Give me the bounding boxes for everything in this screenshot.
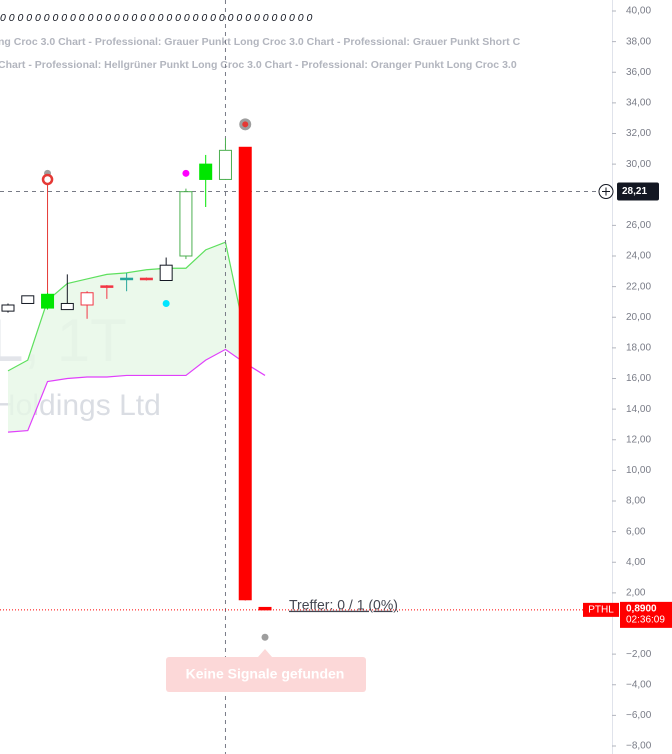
candle-body	[120, 277, 134, 281]
y-tick-label: 32,00	[626, 128, 651, 139]
y-tick-label: 36,00	[626, 67, 651, 78]
symbol-tag	[583, 602, 619, 617]
countdown: 02:36:09	[626, 615, 665, 626]
y-tick-label: −8,00	[626, 741, 652, 752]
candle-body	[21, 295, 35, 304]
candle-body	[1, 304, 15, 312]
candle-body	[218, 149, 232, 180]
y-tick-label: 16,00	[626, 373, 651, 384]
y-tick-label: 6,00	[626, 526, 646, 537]
callout-box	[166, 657, 366, 692]
y-tick-label: −2,00	[626, 649, 652, 660]
crosshair-label: 28,21	[622, 186, 647, 197]
callout-arrow	[258, 649, 272, 657]
crosshair-label-bg	[617, 182, 659, 201]
indicator-line: 0 0 0 0 0 0 0 0 0 0 0 0 0 0 0 0 0 0 0 0 …	[0, 12, 312, 24]
price-tag	[620, 601, 672, 628]
crosshair-plus-sign	[602, 187, 610, 196]
no-signals-text: Keine Signale gefunden	[186, 666, 345, 682]
stats-text: Treffer: 0 / 1 (0%)	[289, 597, 398, 613]
candle-body	[179, 191, 193, 257]
indicator-line: Chart - Professional: Hellgrüner Punkt L…	[0, 59, 517, 71]
candle-body	[41, 293, 55, 309]
candle-body	[258, 606, 272, 611]
y-tick-label: 4,00	[626, 557, 646, 568]
candle-body	[80, 292, 94, 306]
y-tick-label: 34,00	[626, 98, 651, 109]
y-tick-label: 40,00	[626, 6, 651, 17]
candle-body	[238, 146, 252, 601]
band-line	[7, 348, 266, 433]
y-tick-label: −4,00	[626, 679, 652, 690]
signal-dot	[261, 633, 269, 641]
candle-body	[139, 277, 153, 281]
candle-body	[100, 285, 114, 288]
y-tick-label: 10,00	[626, 465, 651, 476]
y-tick-label: 24,00	[626, 251, 651, 262]
y-tick-label: 8,00	[626, 496, 646, 507]
y-tick-label: 12,00	[626, 434, 651, 445]
last-price-label: 0,8900	[626, 604, 657, 615]
symbol-label: PTHL	[588, 605, 614, 616]
candle-body	[159, 264, 173, 281]
y-tick-label: 2,00	[626, 588, 646, 599]
y-tick-label: 30,00	[626, 159, 651, 170]
y-tick-label: 20,00	[626, 312, 651, 323]
candle-body	[199, 163, 213, 180]
signal-dot	[162, 299, 170, 307]
indicator-line: ng Croc 3.0 Chart - Professional: Grauer…	[0, 36, 521, 48]
y-tick-label: −6,00	[626, 710, 652, 721]
signal-dot	[182, 169, 190, 177]
candle-body	[60, 302, 74, 311]
y-tick-label: 22,00	[626, 281, 651, 292]
y-tick-label: 38,00	[626, 36, 651, 47]
signal-dot	[41, 173, 54, 186]
y-tick-label: 26,00	[626, 220, 651, 231]
signal-dot	[242, 121, 249, 128]
y-tick-label: 14,00	[626, 404, 651, 415]
y-tick-label: 18,00	[626, 343, 651, 354]
